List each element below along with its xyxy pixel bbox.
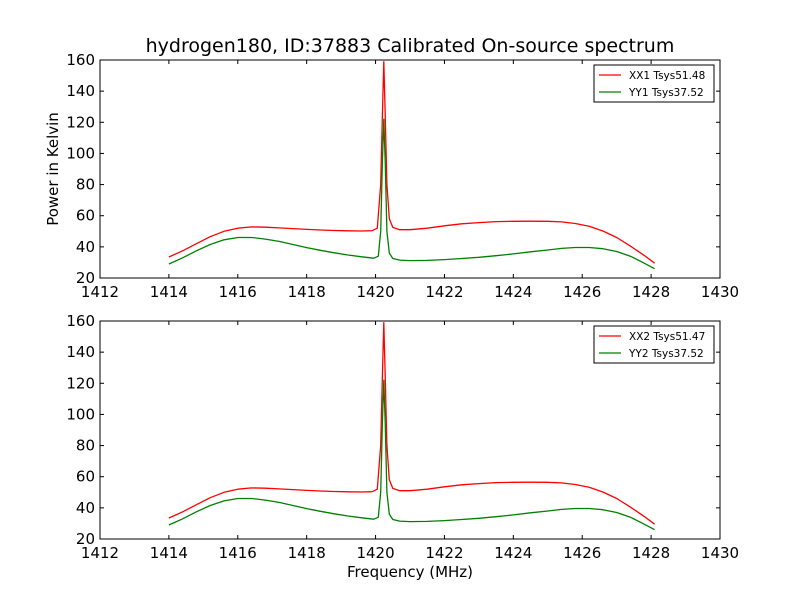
chart-panel-2: 1412 1414 1416 1418 1420 1422 1424 1426 1428 1430…	[66, 312, 739, 562]
y-axis-label: Power in Kelvin	[44, 112, 62, 226]
series-line-xx2	[168, 321, 655, 525]
x-tick-label: 1418	[288, 283, 326, 301]
plot-frame	[99, 59, 721, 279]
x-tick-label: 1412	[81, 544, 119, 562]
y-tick-label: 20	[76, 530, 95, 548]
x-tick-label: 1418	[288, 544, 326, 562]
x-tick-label: 1414	[150, 544, 188, 562]
x-tick-label: 1420	[356, 544, 394, 562]
y-tick-label: 160	[66, 312, 95, 330]
legend-label: YY1 Tsys37.52	[628, 87, 704, 99]
legend: XX1 Tsys51.48 YY1 Tsys37.52	[593, 64, 715, 103]
x-tick-label: 1412	[81, 283, 119, 301]
y-tick-label: 40	[76, 238, 95, 256]
x-tick-label: 1420	[356, 283, 394, 301]
y-tick-label: 40	[76, 499, 95, 517]
legend-box	[593, 325, 715, 364]
series-line-yy2	[168, 379, 655, 531]
x-tick-label: 1430	[701, 544, 739, 562]
chart-panel-1: 1412 1414 1416 1418 1420 1422 1424 1426 1428 1430…	[66, 51, 739, 301]
x-tick-label: 1428	[632, 544, 670, 562]
x-tick-label: 1422	[425, 283, 463, 301]
y-tick-label: 120	[66, 374, 95, 392]
y-tick-label: 160	[66, 51, 95, 69]
x-tick-label: 1426	[563, 283, 601, 301]
y-tick-label: 140	[66, 343, 95, 361]
x-axis-label: Frequency (MHz)	[347, 563, 473, 581]
legend-label: XX2 Tsys51.47	[629, 331, 705, 343]
x-tick-label: 1416	[219, 544, 257, 562]
legend: XX2 Tsys51.47 YY2 Tsys37.52	[593, 325, 715, 364]
legend-box	[593, 64, 715, 103]
x-tick-label: 1424	[494, 283, 532, 301]
x-tick-label: 1426	[563, 544, 601, 562]
chart-title: hydrogen180, ID:37883 Calibrated On-sour…	[146, 35, 675, 57]
legend-label: YY2 Tsys37.52	[628, 348, 704, 360]
plot-frame	[99, 320, 721, 540]
y-tick-label: 60	[76, 207, 95, 225]
x-tick-label: 1422	[425, 544, 463, 562]
y-tick-label: 20	[76, 269, 95, 287]
y-tick-label: 120	[66, 113, 95, 131]
y-tick-label: 100	[66, 405, 95, 423]
series-line-xx1	[168, 60, 655, 264]
y-tick-label: 80	[76, 176, 95, 194]
series-line-yy1	[168, 118, 655, 270]
x-tick-label: 1424	[494, 544, 532, 562]
legend-label: XX1 Tsys51.48	[629, 70, 705, 82]
y-tick-label: 80	[76, 437, 95, 455]
x-tick-label: 1428	[632, 283, 670, 301]
y-tick-label: 100	[66, 144, 95, 162]
x-tick-label: 1414	[150, 283, 188, 301]
x-tick-label: 1430	[701, 283, 739, 301]
x-tick-label: 1416	[219, 283, 257, 301]
y-tick-label: 140	[66, 82, 95, 100]
y-tick-label: 60	[76, 468, 95, 486]
